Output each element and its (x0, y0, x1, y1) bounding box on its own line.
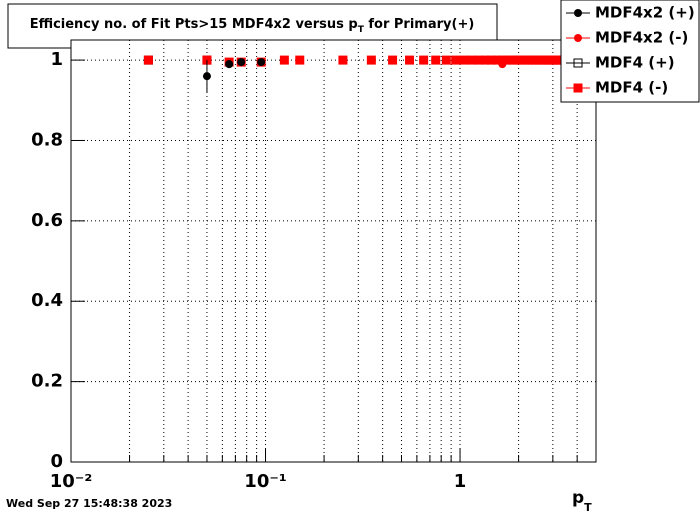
x-tick-label: 1 (454, 471, 467, 492)
legend-label: MDF4 (+) (595, 54, 675, 72)
point (441, 55, 451, 65)
point (202, 72, 211, 81)
legend-marker (574, 9, 582, 17)
x-label-part: p (572, 488, 584, 508)
y-tick-label: 0 (50, 451, 63, 472)
x-label-subscript: T (584, 501, 592, 514)
y-tick-label: 0.2 (31, 371, 63, 392)
timestamp: Wed Sep 27 15:48:38 2023 (6, 497, 172, 510)
point (459, 55, 469, 65)
x-tick-label: 10⁻¹ (244, 471, 286, 492)
legend-marker (573, 58, 583, 68)
x-axis-label: pT (572, 488, 592, 514)
y-tick-label: 0.8 (31, 129, 63, 150)
series (202, 58, 266, 93)
legend-label: MDF4 (-) (595, 79, 668, 97)
point (279, 55, 289, 65)
legend-marker (573, 83, 583, 93)
point (225, 60, 234, 69)
y-tick-label: 0.6 (31, 210, 63, 231)
series (498, 60, 507, 69)
point (143, 55, 153, 65)
y-tick-label: 0.4 (31, 290, 63, 311)
point (498, 60, 507, 69)
title-part: Efficiency no. of Fit Pts>15 MDF4x2 vers… (30, 17, 358, 32)
title-subscript: T (358, 25, 365, 35)
y-tick-label: 1 (50, 49, 63, 70)
legend-box (560, 0, 700, 103)
point (451, 55, 461, 65)
x-tick-label: 10⁻² (50, 471, 92, 492)
point (388, 55, 398, 65)
chart-title: Efficiency no. of Fit Pts>15 MDF4x2 vers… (30, 17, 475, 35)
plot-frame (70, 39, 597, 463)
point (366, 55, 376, 65)
point (257, 58, 266, 67)
point (431, 55, 441, 65)
point (419, 55, 429, 65)
point (295, 55, 305, 65)
legend-marker (574, 34, 582, 42)
point (405, 55, 415, 65)
title-part: for Primary(+) (364, 17, 474, 32)
legend-label: MDF4x2 (+) (595, 4, 695, 22)
point (237, 58, 246, 67)
legend-label: MDF4x2 (-) (595, 29, 688, 47)
point (338, 55, 348, 65)
